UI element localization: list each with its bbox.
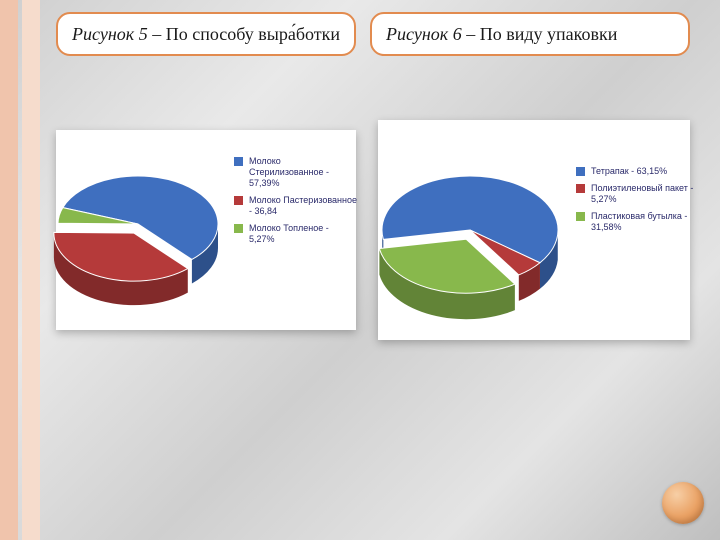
legend-swatch	[234, 224, 243, 233]
legend-label: Молоко Пастеризованное- 36,84	[249, 195, 357, 217]
legend-swatch	[234, 196, 243, 205]
chart-5-legend: МолокоСтерилизованное -57,39% Молоко Паст…	[234, 150, 357, 251]
pie-canvas	[0, 0, 720, 540]
slide-number-dot	[662, 482, 704, 524]
legend-item: Полиэтиленовый пакет -5,27%	[576, 183, 693, 205]
legend-label: Тетрапак - 63,15%	[591, 166, 667, 177]
legend-swatch	[576, 184, 585, 193]
legend-item: Молоко Топленое -5,27%	[234, 223, 357, 245]
legend-swatch	[234, 157, 243, 166]
legend-swatch	[576, 212, 585, 221]
legend-label: МолокоСтерилизованное -57,39%	[249, 156, 329, 189]
legend-label: Полиэтиленовый пакет -5,27%	[591, 183, 693, 205]
legend-item: Тетрапак - 63,15%	[576, 166, 693, 177]
legend-item: Пластиковая бутылка -31,58%	[576, 211, 693, 233]
legend-swatch	[576, 167, 585, 176]
legend-label: Молоко Топленое -5,27%	[249, 223, 329, 245]
legend-item: МолокоСтерилизованное -57,39%	[234, 156, 357, 189]
legend-item: Молоко Пастеризованное- 36,84	[234, 195, 357, 217]
chart-6-legend: Тетрапак - 63,15% Полиэтиленовый пакет -5…	[576, 160, 693, 239]
legend-label: Пластиковая бутылка -31,58%	[591, 211, 687, 233]
